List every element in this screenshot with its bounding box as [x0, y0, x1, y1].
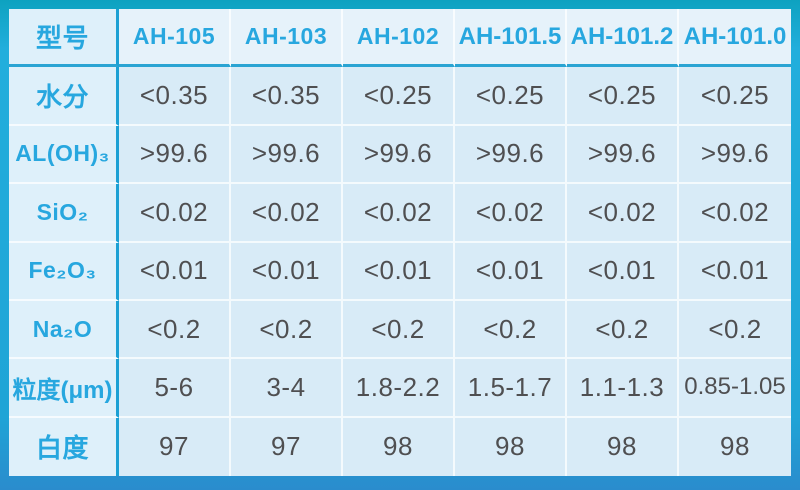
- table-cell: 1.5-1.7: [455, 359, 567, 418]
- table-cell: 0.85-1.05: [679, 359, 791, 418]
- table-cell: <0.2: [567, 300, 679, 360]
- product-spec-table: 型号 AH-105 AH-103 AH-102 AH-101.5 AH-101.…: [9, 9, 791, 476]
- table-cell: 97: [231, 417, 343, 476]
- table-cell: >99.6: [343, 125, 455, 185]
- table-cell: <0.01: [567, 242, 679, 301]
- table-cell: >99.6: [231, 125, 343, 185]
- row-label-sio2: SiO₂: [9, 184, 119, 243]
- table-cell: <0.01: [343, 242, 455, 301]
- table-cell: <0.25: [567, 67, 679, 126]
- table-cell: <0.35: [231, 67, 343, 126]
- table-cell: <0.02: [455, 184, 567, 243]
- table-cell: <0.02: [567, 184, 679, 243]
- table-cell: 98: [567, 417, 679, 476]
- column-header-ah-103: AH-103: [231, 9, 343, 68]
- table-cell: <0.25: [679, 67, 791, 126]
- table-cell: <0.01: [679, 242, 791, 301]
- column-header-ah-105: AH-105: [119, 9, 231, 68]
- column-header-ah-101-0: AH-101.0: [679, 9, 791, 68]
- row-label-aloh3: AL(OH)₃: [9, 125, 119, 185]
- table-cell: 98: [455, 417, 567, 476]
- table-cell: <0.2: [231, 300, 343, 360]
- table-cell: 5-6: [119, 359, 231, 418]
- table-cell: >99.6: [679, 125, 791, 185]
- column-header-ah-101-2: AH-101.2: [567, 9, 679, 68]
- table-cell: <0.35: [119, 67, 231, 126]
- row-label-particle-size: 粒度(μm): [9, 359, 119, 418]
- table-cell: <0.2: [343, 300, 455, 360]
- table-cell: <0.02: [343, 184, 455, 243]
- table-cell: 1.8-2.2: [343, 359, 455, 418]
- table-cell: <0.25: [343, 67, 455, 126]
- table-cell: >99.6: [119, 125, 231, 185]
- row-label-whiteness: 白度: [9, 417, 119, 476]
- table-cell: <0.01: [455, 242, 567, 301]
- row-label-fe2o3: Fe₂O₃: [9, 242, 119, 301]
- table-cell: <0.02: [231, 184, 343, 243]
- table-cell: <0.02: [679, 184, 791, 243]
- column-header-ah-102: AH-102: [343, 9, 455, 68]
- table-cell: >99.6: [455, 125, 567, 185]
- table-cell: 97: [119, 417, 231, 476]
- table-cell: 1.1-1.3: [567, 359, 679, 418]
- table-cell: <0.2: [119, 300, 231, 360]
- column-header-ah-101-5: AH-101.5: [455, 9, 567, 68]
- table-cell: 98: [343, 417, 455, 476]
- table-cell: <0.01: [231, 242, 343, 301]
- row-label-moisture: 水分: [9, 67, 119, 126]
- row-label-na2o: Na₂O: [9, 300, 119, 360]
- table-cell: <0.25: [455, 67, 567, 126]
- table-cell: <0.01: [119, 242, 231, 301]
- table-cell: 3-4: [231, 359, 343, 418]
- table-cell: <0.2: [455, 300, 567, 360]
- table-cell: 98: [679, 417, 791, 476]
- table-cell: >99.6: [567, 125, 679, 185]
- corner-header-model: 型号: [9, 9, 119, 68]
- table-cell: <0.02: [119, 184, 231, 243]
- table-cell: <0.2: [679, 300, 791, 360]
